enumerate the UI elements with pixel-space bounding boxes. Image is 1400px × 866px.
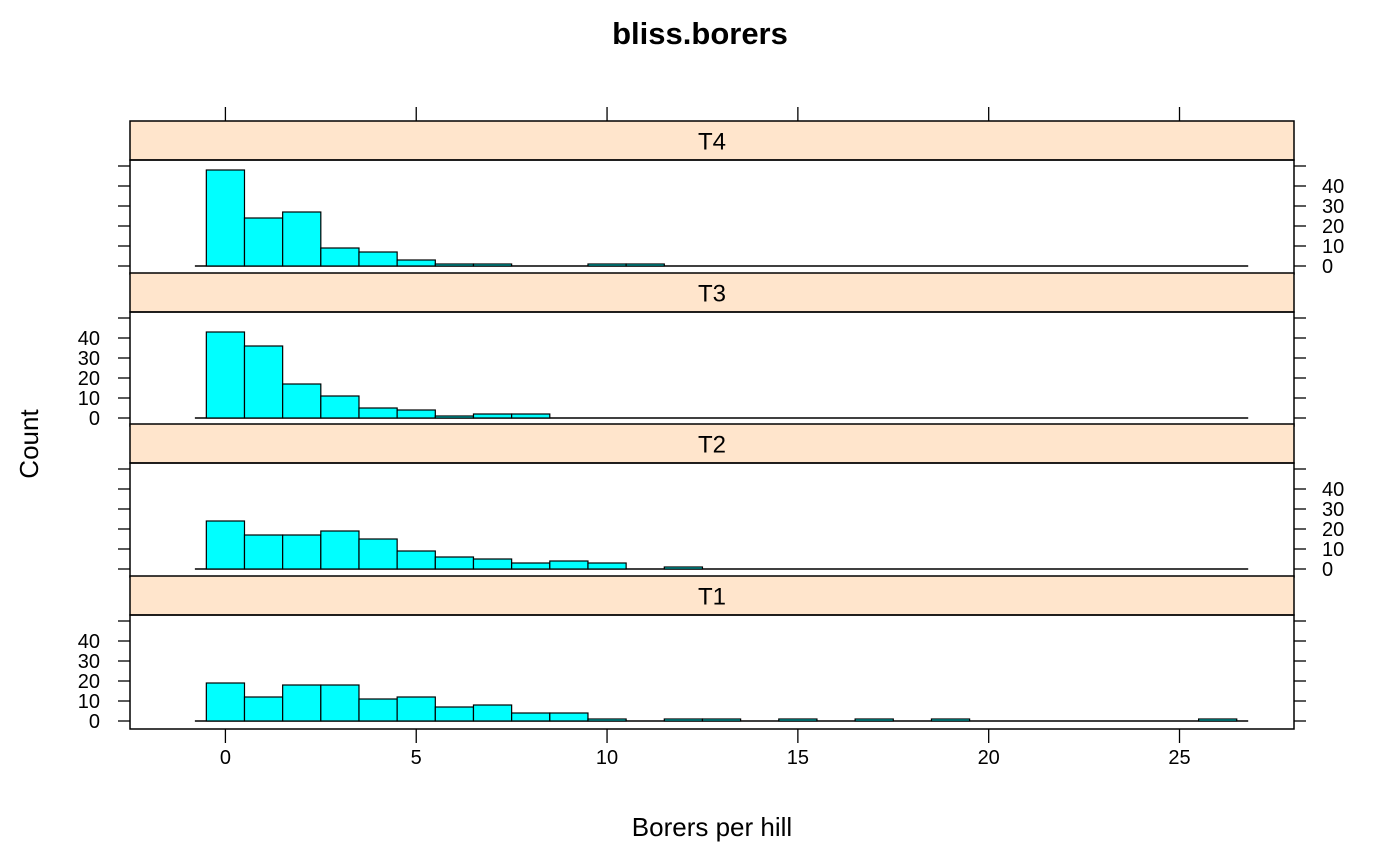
chart-title: bliss.borers bbox=[612, 16, 788, 51]
strip-label-T4: T4 bbox=[698, 129, 726, 156]
bar-T1-bin-17 bbox=[854, 718, 894, 722]
y-tick-label-T3: 30 bbox=[78, 348, 100, 370]
y-tick-label-T3: 10 bbox=[78, 388, 100, 410]
bar-T2-bin-4 bbox=[358, 538, 398, 570]
x-axis-label: Borers per hill bbox=[632, 812, 792, 842]
y-tick-label-T1: 0 bbox=[89, 711, 100, 733]
bar-T2-bin-2 bbox=[282, 534, 322, 570]
bar-T1-bin-5 bbox=[396, 696, 436, 722]
y-tick-label-T4: 20 bbox=[1322, 216, 1344, 238]
bar-T2-bin-3 bbox=[320, 530, 360, 570]
bar-T1-bin-8 bbox=[511, 712, 551, 722]
strip-T2 bbox=[129, 423, 1295, 464]
y-tick-label-T4: 0 bbox=[1322, 256, 1333, 278]
bar-T1-bin-6 bbox=[434, 706, 475, 722]
bar-T1-bin-15 bbox=[778, 718, 818, 722]
x-tick-label: 15 bbox=[787, 747, 809, 769]
y-tick-label-T4: 10 bbox=[1322, 236, 1344, 258]
y-tick-label-T1: 10 bbox=[78, 691, 100, 713]
bar-T3-bin-4 bbox=[358, 407, 398, 419]
bar-T4-bin-5 bbox=[396, 259, 436, 267]
y-tick-label-T2: 30 bbox=[1322, 499, 1344, 521]
x-tick-label: 0 bbox=[220, 747, 231, 769]
bar-T1-bin-0 bbox=[205, 682, 246, 722]
bar-T3-bin-6 bbox=[434, 415, 475, 419]
bar-T4-bin-11 bbox=[625, 263, 665, 267]
y-tick-label-T4: 30 bbox=[1322, 196, 1344, 218]
x-tick-label: 5 bbox=[411, 747, 422, 769]
bar-T2-bin-5 bbox=[396, 550, 436, 570]
bar-T2-bin-10 bbox=[587, 562, 627, 570]
plot-area: T4010203040T3010203040T2010203040T101020… bbox=[78, 107, 1344, 769]
bar-T3-bin-8 bbox=[511, 413, 551, 419]
panel-frame-T1 bbox=[129, 614, 1295, 730]
strip-T4 bbox=[129, 120, 1295, 161]
bar-T3-bin-3 bbox=[320, 395, 360, 419]
bar-T4-bin-7 bbox=[472, 263, 513, 267]
y-tick-label-T3: 0 bbox=[89, 408, 100, 430]
bar-T2-bin-12 bbox=[663, 566, 704, 570]
y-tick-label-T1: 40 bbox=[78, 631, 100, 653]
bar-T4-bin-1 bbox=[243, 217, 284, 267]
bar-T3-bin-5 bbox=[396, 409, 436, 419]
y-tick-label-T2: 0 bbox=[1322, 559, 1333, 581]
x-tick-label: 25 bbox=[1168, 747, 1190, 769]
bar-T4-bin-0 bbox=[205, 169, 246, 267]
y-tick-label-T1: 20 bbox=[78, 671, 100, 693]
y-axis-label: Count bbox=[14, 409, 44, 479]
y-tick-label-T3: 20 bbox=[78, 368, 100, 390]
bar-T1-bin-9 bbox=[549, 712, 589, 722]
strip-label-T3: T3 bbox=[698, 281, 726, 308]
y-tick-label-T2: 20 bbox=[1322, 519, 1344, 541]
bar-T2-bin-1 bbox=[243, 534, 284, 570]
strip-label-T1: T1 bbox=[698, 584, 726, 611]
bar-T3-bin-0 bbox=[205, 331, 246, 419]
bar-T2-bin-6 bbox=[434, 556, 475, 570]
y-tick-label-T1: 30 bbox=[78, 651, 100, 673]
bar-T2-bin-0 bbox=[205, 520, 246, 570]
y-tick-label-T4: 40 bbox=[1322, 176, 1344, 198]
bar-T3-bin-2 bbox=[282, 383, 322, 419]
bar-T1-bin-19 bbox=[930, 718, 971, 722]
bar-T4-bin-10 bbox=[587, 263, 627, 267]
bar-T1-bin-12 bbox=[663, 718, 704, 722]
bar-T2-bin-8 bbox=[511, 562, 551, 570]
bar-T3-bin-7 bbox=[472, 413, 513, 419]
bar-T4-bin-4 bbox=[358, 251, 398, 267]
y-tick-label-T3: 40 bbox=[78, 328, 100, 350]
x-tick-label: 10 bbox=[596, 747, 618, 769]
bar-T2-bin-7 bbox=[472, 558, 513, 570]
bar-T1-bin-26 bbox=[1197, 718, 1238, 722]
bar-T1-bin-1 bbox=[243, 696, 284, 722]
bar-T2-bin-9 bbox=[549, 560, 589, 570]
y-tick-label-T2: 40 bbox=[1322, 479, 1344, 501]
bar-T4-bin-2 bbox=[282, 211, 322, 267]
bar-T1-bin-3 bbox=[320, 684, 360, 722]
bar-T3-bin-1 bbox=[243, 345, 284, 419]
bar-T1-bin-7 bbox=[472, 704, 513, 722]
x-tick-label: 20 bbox=[978, 747, 1000, 769]
bar-T4-bin-3 bbox=[320, 247, 360, 267]
bar-T4-bin-6 bbox=[434, 263, 475, 267]
bar-T1-bin-2 bbox=[282, 684, 322, 722]
y-tick-label-T2: 10 bbox=[1322, 539, 1344, 561]
strip-label-T2: T2 bbox=[698, 432, 726, 459]
bar-T1-bin-10 bbox=[587, 718, 627, 722]
bar-T1-bin-13 bbox=[701, 718, 742, 722]
bar-T1-bin-4 bbox=[358, 698, 398, 722]
